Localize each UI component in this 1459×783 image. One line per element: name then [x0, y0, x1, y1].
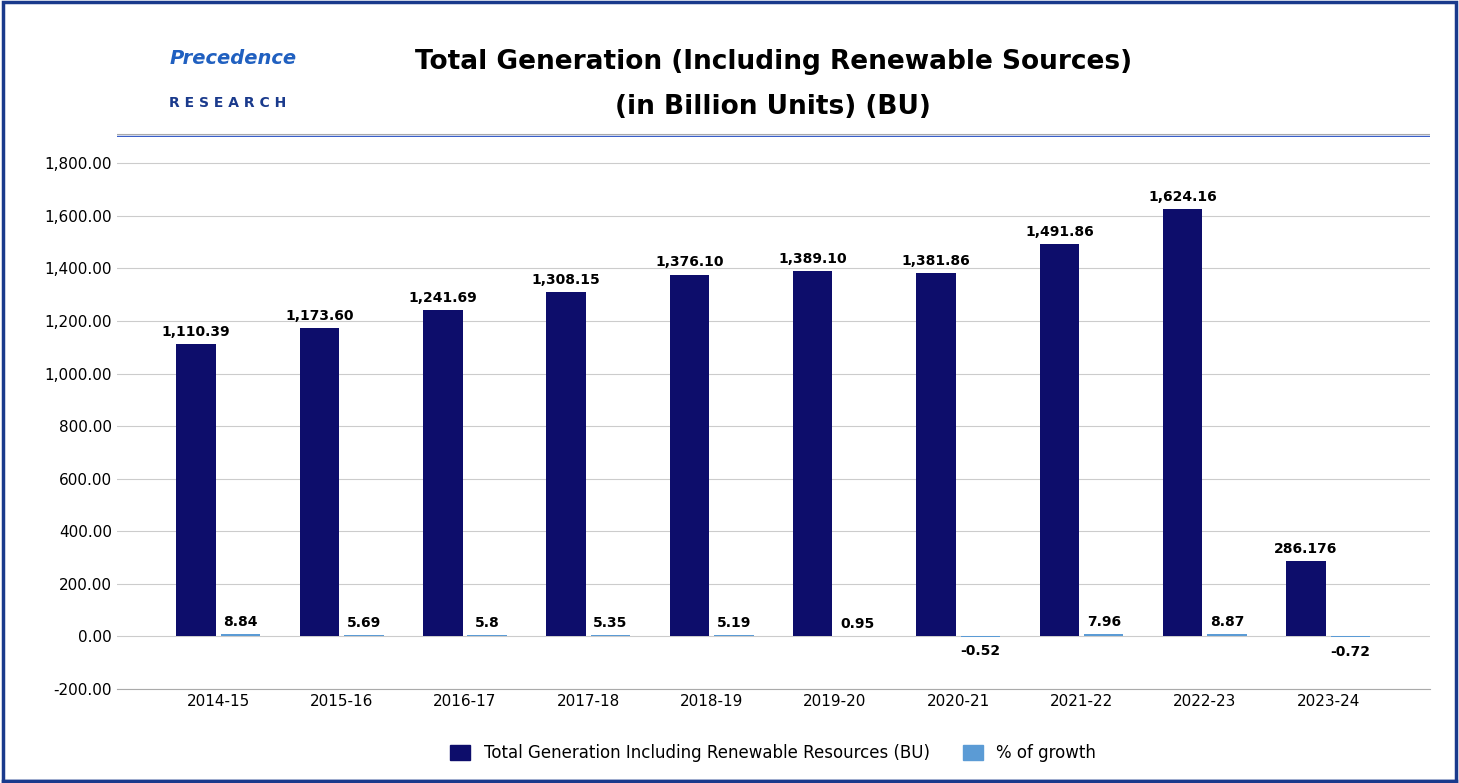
Text: 8.87: 8.87: [1210, 615, 1245, 629]
Text: 1,241.69: 1,241.69: [409, 290, 477, 305]
Text: -0.52: -0.52: [960, 644, 1001, 659]
Legend: Total Generation Including Renewable Resources (BU), % of growth: Total Generation Including Renewable Res…: [444, 738, 1103, 769]
Bar: [1163, 209, 1202, 637]
Bar: [344, 635, 384, 637]
Bar: [1084, 634, 1123, 637]
Text: R E S E A R C H: R E S E A R C H: [169, 96, 286, 110]
Text: 5.8: 5.8: [474, 615, 499, 630]
Text: 0.95: 0.95: [840, 617, 874, 631]
Bar: [794, 271, 833, 637]
Text: 1,381.86: 1,381.86: [902, 254, 970, 268]
Bar: [546, 293, 587, 637]
Text: 286.176: 286.176: [1274, 542, 1338, 556]
Text: 1,376.10: 1,376.10: [655, 255, 724, 269]
Bar: [423, 310, 463, 637]
Bar: [670, 275, 709, 637]
Bar: [1287, 561, 1326, 637]
Bar: [220, 634, 260, 637]
Bar: [1040, 244, 1080, 637]
Text: 7.96: 7.96: [1087, 615, 1121, 629]
Bar: [916, 273, 956, 637]
Text: 8.84: 8.84: [223, 615, 258, 629]
Bar: [591, 635, 630, 637]
Bar: [1208, 634, 1247, 637]
Text: 1,624.16: 1,624.16: [1148, 190, 1217, 204]
Bar: [467, 635, 506, 637]
Text: Total Generation (Including Renewable Sources): Total Generation (Including Renewable So…: [414, 49, 1132, 74]
Text: -0.72: -0.72: [1331, 644, 1370, 659]
Text: 1,173.60: 1,173.60: [285, 309, 353, 323]
Bar: [713, 635, 753, 637]
Text: Precedence: Precedence: [169, 49, 296, 67]
Text: 5.19: 5.19: [716, 615, 751, 630]
Text: 1,110.39: 1,110.39: [162, 325, 231, 339]
Text: 1,308.15: 1,308.15: [531, 273, 601, 287]
Text: 5.35: 5.35: [594, 615, 627, 630]
Bar: [177, 345, 216, 637]
Bar: [299, 328, 338, 637]
Text: 5.69: 5.69: [347, 615, 381, 630]
Text: 1,491.86: 1,491.86: [1026, 225, 1094, 239]
Text: (in Billion Units) (BU): (in Billion Units) (BU): [616, 93, 931, 120]
Text: 1,389.10: 1,389.10: [779, 252, 848, 266]
